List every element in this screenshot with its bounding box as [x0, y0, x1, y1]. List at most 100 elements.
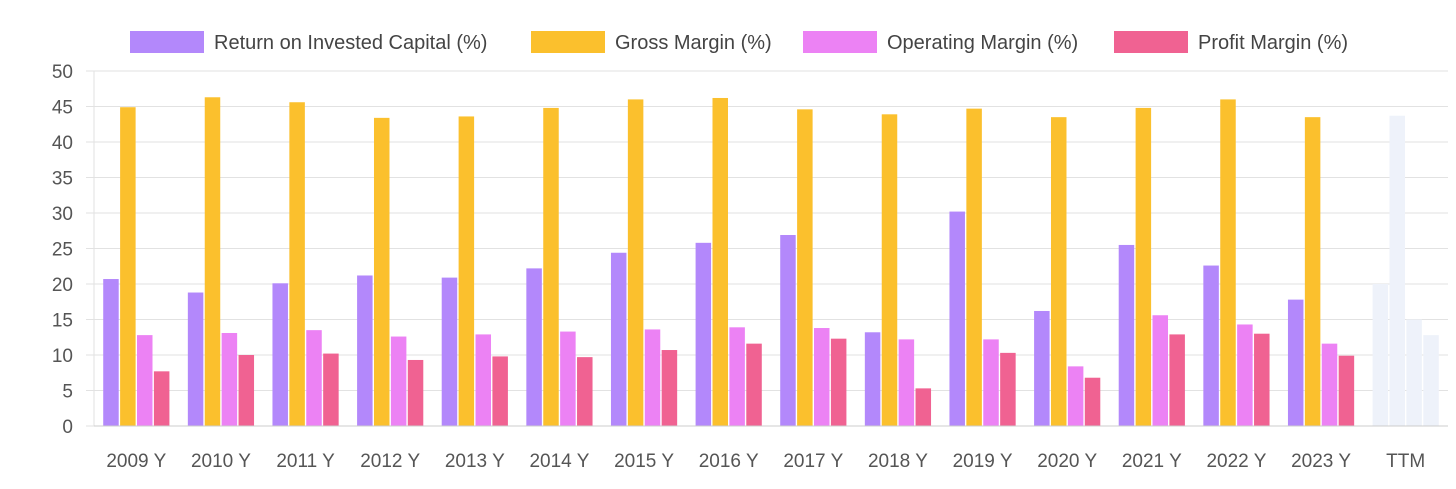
- bar-gross-margin-2020-y[interactable]: [1050, 117, 1067, 427]
- bar-operating-margin-2013-y[interactable]: [475, 334, 492, 426]
- bar-operating-margin-2009-y[interactable]: [137, 335, 153, 426]
- y-tick-label-0: 0: [62, 417, 73, 438]
- x-tick-label-2015-y: 2015 Y: [614, 451, 674, 472]
- bar-return-on-invested-capital-2017-y[interactable]: [780, 235, 796, 426]
- bar-return-on-invested-capital-2013-y[interactable]: [441, 277, 458, 426]
- bar-gross-margin-2017-y[interactable]: [797, 109, 813, 426]
- y-tick-label-35: 35: [52, 169, 73, 190]
- bar-operating-margin-2023-y[interactable]: [1321, 343, 1338, 426]
- bar-profit-margin-2015-y[interactable]: [661, 350, 678, 426]
- x-tick-label-2023-y: 2023 Y: [1291, 451, 1351, 472]
- bar-gross-margin-2012-y[interactable]: [373, 117, 390, 427]
- legend-swatch-profit-margin[interactable]: [1114, 31, 1188, 53]
- bar-operating-margin-ttm[interactable]: [1406, 319, 1422, 427]
- y-tick-label-50: 50: [52, 62, 73, 83]
- x-axis: 2009 Y 2010 Y 2011 Y 2012 Y 2013 Y 2014 Y 2015…: [94, 425, 1448, 472]
- bar-return-on-invested-capital-2009-y[interactable]: [103, 279, 119, 426]
- bar-gross-margin-2021-y[interactable]: [1135, 107, 1152, 427]
- bar-return-on-invested-capital-2014-y[interactable]: [526, 268, 542, 426]
- legend-swatch-operating-margin[interactable]: [803, 31, 877, 53]
- bar-operating-margin-2020-y[interactable]: [1067, 366, 1084, 426]
- bar-gross-margin-2019-y[interactable]: [966, 108, 982, 426]
- x-tick-label-2012-y: 2012 Y: [360, 451, 420, 472]
- bar-profit-margin-2019-y[interactable]: [1000, 352, 1016, 426]
- bar-gross-margin-2023-y[interactable]: [1304, 117, 1321, 427]
- x-tick-label-2011-y: 2011 Y: [276, 451, 335, 472]
- bar-operating-margin-2021-y[interactable]: [1152, 315, 1169, 426]
- bar-return-on-invested-capital-2015-y[interactable]: [610, 252, 627, 426]
- legend-label-profit-margin[interactable]: Profit Margin (%): [1198, 32, 1348, 54]
- bar-gross-margin-2011-y[interactable]: [289, 102, 305, 427]
- x-tick-label-2013-y: 2013 Y: [445, 451, 505, 472]
- bar-operating-margin-2011-y[interactable]: [306, 330, 322, 426]
- bar-return-on-invested-capital-2021-y[interactable]: [1118, 244, 1135, 426]
- bar-gross-margin-2013-y[interactable]: [458, 116, 475, 426]
- y-axis: 0 5 10 15 20 25 30 35 40 45 50: [52, 62, 95, 438]
- bar-gross-margin-2014-y[interactable]: [543, 107, 559, 427]
- bar-profit-margin-2014-y[interactable]: [577, 357, 593, 426]
- bar-gross-margin-2009-y[interactable]: [120, 107, 136, 427]
- bar-operating-margin-2017-y[interactable]: [814, 328, 830, 426]
- x-tick-label-2019-y: 2019 Y: [953, 451, 1013, 472]
- bar-return-on-invested-capital-2011-y[interactable]: [272, 283, 288, 426]
- bar-profit-margin-2009-y[interactable]: [153, 371, 170, 426]
- bar-profit-margin-2013-y[interactable]: [492, 356, 508, 426]
- bar-operating-margin-2022-y[interactable]: [1237, 324, 1253, 426]
- bar-operating-margin-2015-y[interactable]: [644, 329, 661, 426]
- bar-profit-margin-2022-y[interactable]: [1254, 333, 1270, 426]
- x-tick-label-2018-y: 2018 Y: [868, 451, 928, 472]
- bar-return-on-invested-capital-2022-y[interactable]: [1203, 265, 1219, 426]
- bar-operating-margin-2010-y[interactable]: [221, 332, 238, 426]
- legend-swatch-return-on-invested-capital[interactable]: [130, 31, 204, 53]
- bar-gross-margin-2016-y[interactable]: [712, 97, 728, 426]
- bar-gross-margin-ttm[interactable]: [1389, 115, 1405, 426]
- bar-return-on-invested-capital-2012-y[interactable]: [357, 275, 373, 426]
- bar-profit-margin-2021-y[interactable]: [1169, 334, 1185, 426]
- bar-operating-margin-2018-y[interactable]: [898, 339, 915, 426]
- x-tick-label-2022-y: 2022 Y: [1206, 451, 1266, 472]
- x-tick-label-2014-y: 2014 Y: [529, 451, 589, 472]
- bar-return-on-invested-capital-2010-y[interactable]: [187, 292, 204, 426]
- x-tick-label-2009-y: 2009 Y: [106, 451, 166, 472]
- bar-operating-margin-2016-y[interactable]: [729, 327, 745, 426]
- legend-swatch-gross-margin[interactable]: [531, 31, 605, 53]
- y-tick-label-20: 20: [52, 275, 73, 296]
- bar-return-on-invested-capital-2019-y[interactable]: [949, 211, 965, 426]
- x-tick-label-ttm: TTM: [1386, 451, 1425, 472]
- bar-profit-margin-2011-y[interactable]: [323, 353, 339, 426]
- legend-label-operating-margin[interactable]: Operating Margin (%): [887, 32, 1078, 54]
- bar-profit-margin-2010-y[interactable]: [238, 355, 255, 426]
- y-tick-label-25: 25: [52, 240, 73, 261]
- legend: Return on Invested Capital (%) Gross Marg…: [130, 31, 1348, 54]
- bar-profit-margin-2020-y[interactable]: [1084, 377, 1101, 426]
- bar-return-on-invested-capital-ttm[interactable]: [1372, 284, 1389, 426]
- x-tick-label-2021-y: 2021 Y: [1122, 451, 1182, 472]
- bar-return-on-invested-capital-2023-y[interactable]: [1287, 299, 1304, 426]
- y-tick-label-10: 10: [52, 346, 73, 367]
- bar-operating-margin-2012-y[interactable]: [390, 336, 407, 426]
- bar-gross-margin-2018-y[interactable]: [881, 114, 898, 426]
- bar-return-on-invested-capital-2020-y[interactable]: [1034, 310, 1050, 426]
- y-tick-label-5: 5: [62, 382, 73, 403]
- x-tick-label-2010-y: 2010 Y: [191, 451, 251, 472]
- bar-profit-margin-2018-y[interactable]: [915, 388, 932, 426]
- x-tick-label-2016-y: 2016 Y: [699, 451, 759, 472]
- bar-profit-margin-2023-y[interactable]: [1338, 355, 1355, 426]
- bar-gross-margin-2015-y[interactable]: [627, 99, 644, 427]
- bars: [103, 97, 1439, 427]
- bar-profit-margin-2012-y[interactable]: [407, 359, 424, 426]
- bar-return-on-invested-capital-2016-y[interactable]: [695, 242, 712, 426]
- bar-operating-margin-2019-y[interactable]: [983, 339, 999, 426]
- x-tick-label-2020-y: 2020 Y: [1037, 451, 1097, 472]
- bar-operating-margin-2014-y[interactable]: [560, 331, 576, 426]
- bar-return-on-invested-capital-2018-y[interactable]: [864, 332, 881, 426]
- bar-gross-margin-2010-y[interactable]: [204, 97, 221, 427]
- bar-profit-margin-2017-y[interactable]: [830, 338, 847, 426]
- legend-label-return-on-invested-capital[interactable]: Return on Invested Capital (%): [214, 32, 487, 54]
- bar-profit-margin-ttm[interactable]: [1423, 335, 1439, 426]
- bar-gross-margin-2022-y[interactable]: [1220, 99, 1236, 427]
- x-tick-label-2017-y: 2017 Y: [783, 451, 843, 472]
- bar-profit-margin-2016-y[interactable]: [746, 343, 762, 426]
- legend-label-gross-margin[interactable]: Gross Margin (%): [615, 32, 772, 54]
